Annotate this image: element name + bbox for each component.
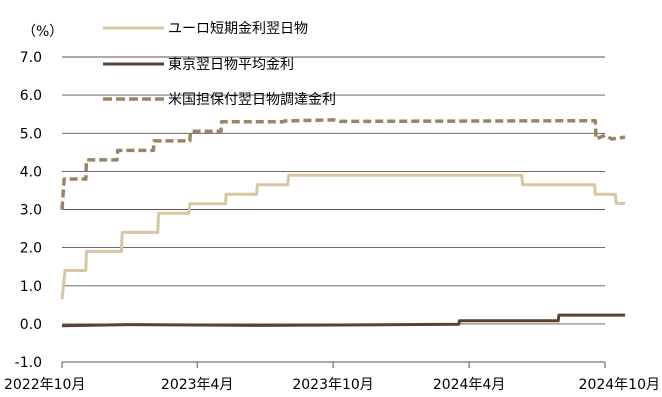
y-tick-label-4: 3.0 bbox=[20, 203, 42, 219]
x-tick-label-2: 2023年10月 bbox=[292, 377, 373, 393]
y-tick-label-5: 2.0 bbox=[20, 241, 42, 257]
series-line-0 bbox=[60, 173, 626, 300]
series-line-2 bbox=[60, 118, 626, 210]
legend-label-2: 米国担保付翌日物調達金利 bbox=[168, 92, 336, 108]
y-tick-label-2: 5.0 bbox=[20, 126, 42, 142]
y-tick-label-8: -1.0 bbox=[15, 355, 42, 371]
series-line-1 bbox=[61, 313, 626, 328]
y-tick-label-7: 0.0 bbox=[20, 317, 42, 333]
y-tick-label-6: 1.0 bbox=[20, 279, 42, 295]
y-tick-label-1: 6.0 bbox=[20, 88, 42, 104]
series-layer bbox=[60, 118, 626, 328]
legend-label-1: 東京翌日物平均金利 bbox=[168, 57, 294, 73]
x-tick-label-0: 2022年10月 bbox=[4, 377, 85, 393]
y-tick-labels: 7.0 6.0 5.0 4.0 3.0 2.0 1.0 0.0 -1.0 bbox=[15, 50, 42, 371]
x-tick-label-3: 2024年4月 bbox=[433, 377, 506, 393]
grid-layer bbox=[62, 56, 605, 325]
x-tick-label-1: 2023年4月 bbox=[161, 377, 234, 393]
y-tick-label-3: 4.0 bbox=[20, 164, 42, 180]
x-tick-label-4: 2024年10月 bbox=[579, 377, 660, 393]
legend-label-0: ユーロ短期金利翌日物 bbox=[168, 21, 308, 37]
x-axis: 2022年10月 2023年4月 2023年10月 2024年4月 2024年10月 bbox=[4, 361, 660, 393]
y-unit-label: （%） bbox=[22, 24, 63, 40]
y-tick-label-0: 7.0 bbox=[20, 50, 42, 66]
